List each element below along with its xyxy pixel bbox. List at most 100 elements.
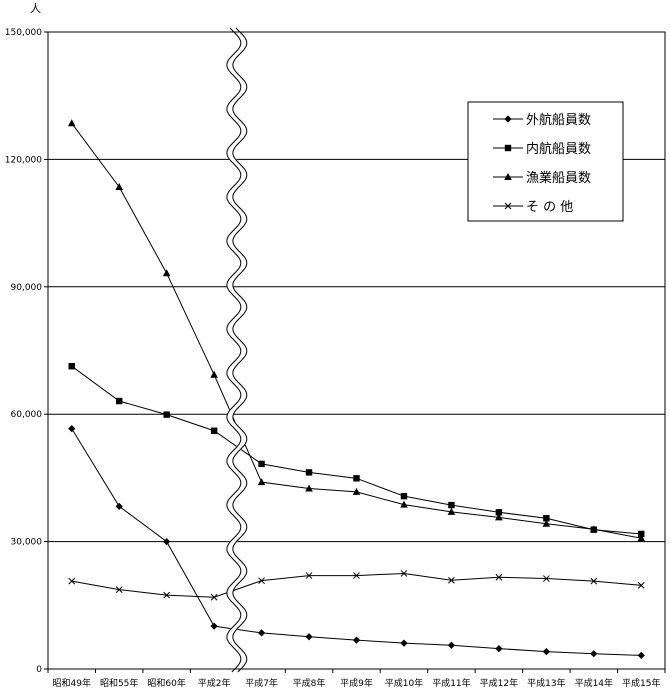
data-point-diamond <box>257 629 266 637</box>
data-point-diamond <box>590 650 598 658</box>
data-point-diamond <box>163 538 171 546</box>
legend-box <box>467 101 624 222</box>
x-tick-label: 平成2年 <box>198 677 231 689</box>
data-point-triangle <box>542 519 551 527</box>
data-point-square <box>68 363 75 370</box>
data-point-triangle <box>115 183 123 191</box>
data-point-diamond <box>115 502 123 510</box>
axis-break-gap <box>226 25 247 675</box>
series-3 <box>67 119 646 542</box>
data-point-triangle <box>400 500 408 508</box>
data-point-square <box>638 530 645 538</box>
data-point-square <box>305 469 313 476</box>
data-point-square <box>210 427 218 434</box>
data-point-x <box>495 573 503 581</box>
data-point-x <box>258 577 265 585</box>
x-tick-label: 平成12年 <box>480 677 518 689</box>
legend-label: 漁業船員数 <box>526 170 591 186</box>
data-point-x-stroke <box>504 202 512 210</box>
series-line <box>71 365 642 535</box>
axis-break-line <box>226 27 242 673</box>
data-point-x-stroke <box>258 577 265 585</box>
data-point-square <box>504 144 512 152</box>
x-tick-label: 平成11年 <box>432 677 470 689</box>
data-point-x-stroke <box>305 572 313 579</box>
data-point-x <box>448 576 455 584</box>
data-point-triangle <box>590 525 598 533</box>
data-point-diamond <box>68 425 76 433</box>
data-point-diamond <box>210 622 218 630</box>
data-point-x-stroke <box>637 581 645 589</box>
data-point-triangle <box>305 484 313 492</box>
data-point-x <box>637 581 645 589</box>
x-tick-label: 昭和60年 <box>147 677 185 689</box>
legend-label: 外航船員数 <box>526 112 591 128</box>
data-point-diamond <box>447 641 456 649</box>
y-tick-label: 120,000 <box>5 155 42 165</box>
series-2 <box>68 363 645 538</box>
data-point-diamond <box>542 647 550 656</box>
data-point-x <box>504 202 512 210</box>
legend-label: そ の 他 <box>526 200 573 215</box>
data-point-triangle <box>67 119 76 127</box>
data-point-triangle <box>495 513 503 521</box>
data-point-x-stroke <box>542 575 550 582</box>
x-tick-label: 昭和55年 <box>100 677 138 689</box>
data-point-x-stroke <box>400 570 408 577</box>
data-point-triangle <box>352 487 361 495</box>
data-point-x <box>68 577 76 585</box>
data-point-x <box>590 577 598 585</box>
plot-frame <box>47 31 666 670</box>
axis-break <box>226 25 248 675</box>
data-point-triangle <box>257 478 266 486</box>
grid-lines <box>44 31 666 673</box>
data-point-x-stroke <box>68 577 76 585</box>
x-tick-label: 平成7年 <box>245 677 278 689</box>
data-point-square <box>163 411 170 418</box>
x-tick-label: 昭和49年 <box>53 677 91 689</box>
data-point-triangle <box>637 534 646 542</box>
data-point-square <box>115 397 123 405</box>
data-point-x <box>115 586 123 593</box>
x-tick-label: 平成15年 <box>622 677 660 689</box>
data-point-x-stroke <box>210 593 218 601</box>
data-point-x <box>163 591 171 599</box>
data-point-triangle <box>447 507 456 515</box>
data-point-x-stroke <box>353 572 360 579</box>
data-point-diamond <box>637 651 645 660</box>
data-point-x-stroke <box>590 577 598 585</box>
data-point-x-stroke <box>163 591 171 599</box>
data-point-diamond <box>504 115 512 123</box>
x-tick-label: 平成13年 <box>527 677 565 689</box>
data-point-x <box>542 575 550 582</box>
y-tick-label: 150,000 <box>5 28 42 38</box>
data-point-square <box>258 460 265 468</box>
y-tick-label: 0 <box>36 665 42 675</box>
series-line <box>71 572 642 598</box>
x-tick-label: 平成8年 <box>293 677 326 689</box>
data-point-diamond <box>305 633 313 641</box>
axis-break-line <box>232 27 248 673</box>
data-point-x <box>305 572 313 579</box>
data-point-x <box>210 593 218 601</box>
x-tick-label: 平成9年 <box>340 677 373 689</box>
series-layer <box>67 119 646 660</box>
series-4 <box>68 570 645 601</box>
data-point-square <box>353 475 360 482</box>
data-point-x-stroke <box>495 573 503 581</box>
y-tick-label: 90,000 <box>11 283 43 293</box>
data-point-diamond <box>400 639 408 647</box>
data-point-square <box>495 509 503 516</box>
data-point-square <box>448 501 455 509</box>
data-point-square <box>543 515 550 522</box>
data-point-x <box>400 570 408 577</box>
data-point-x-stroke <box>115 586 123 593</box>
legend-label: 内航船員数 <box>526 141 591 157</box>
y-unit-label: 人 <box>30 2 41 15</box>
series-1 <box>68 425 645 660</box>
data-point-diamond <box>495 645 503 653</box>
x-tick-labels: 昭和49年 昭和55年 昭和60年 平成2年 平成7年 平成8年 平成9年 平成10年 平成11… <box>53 677 661 689</box>
data-point-triangle <box>162 269 171 277</box>
